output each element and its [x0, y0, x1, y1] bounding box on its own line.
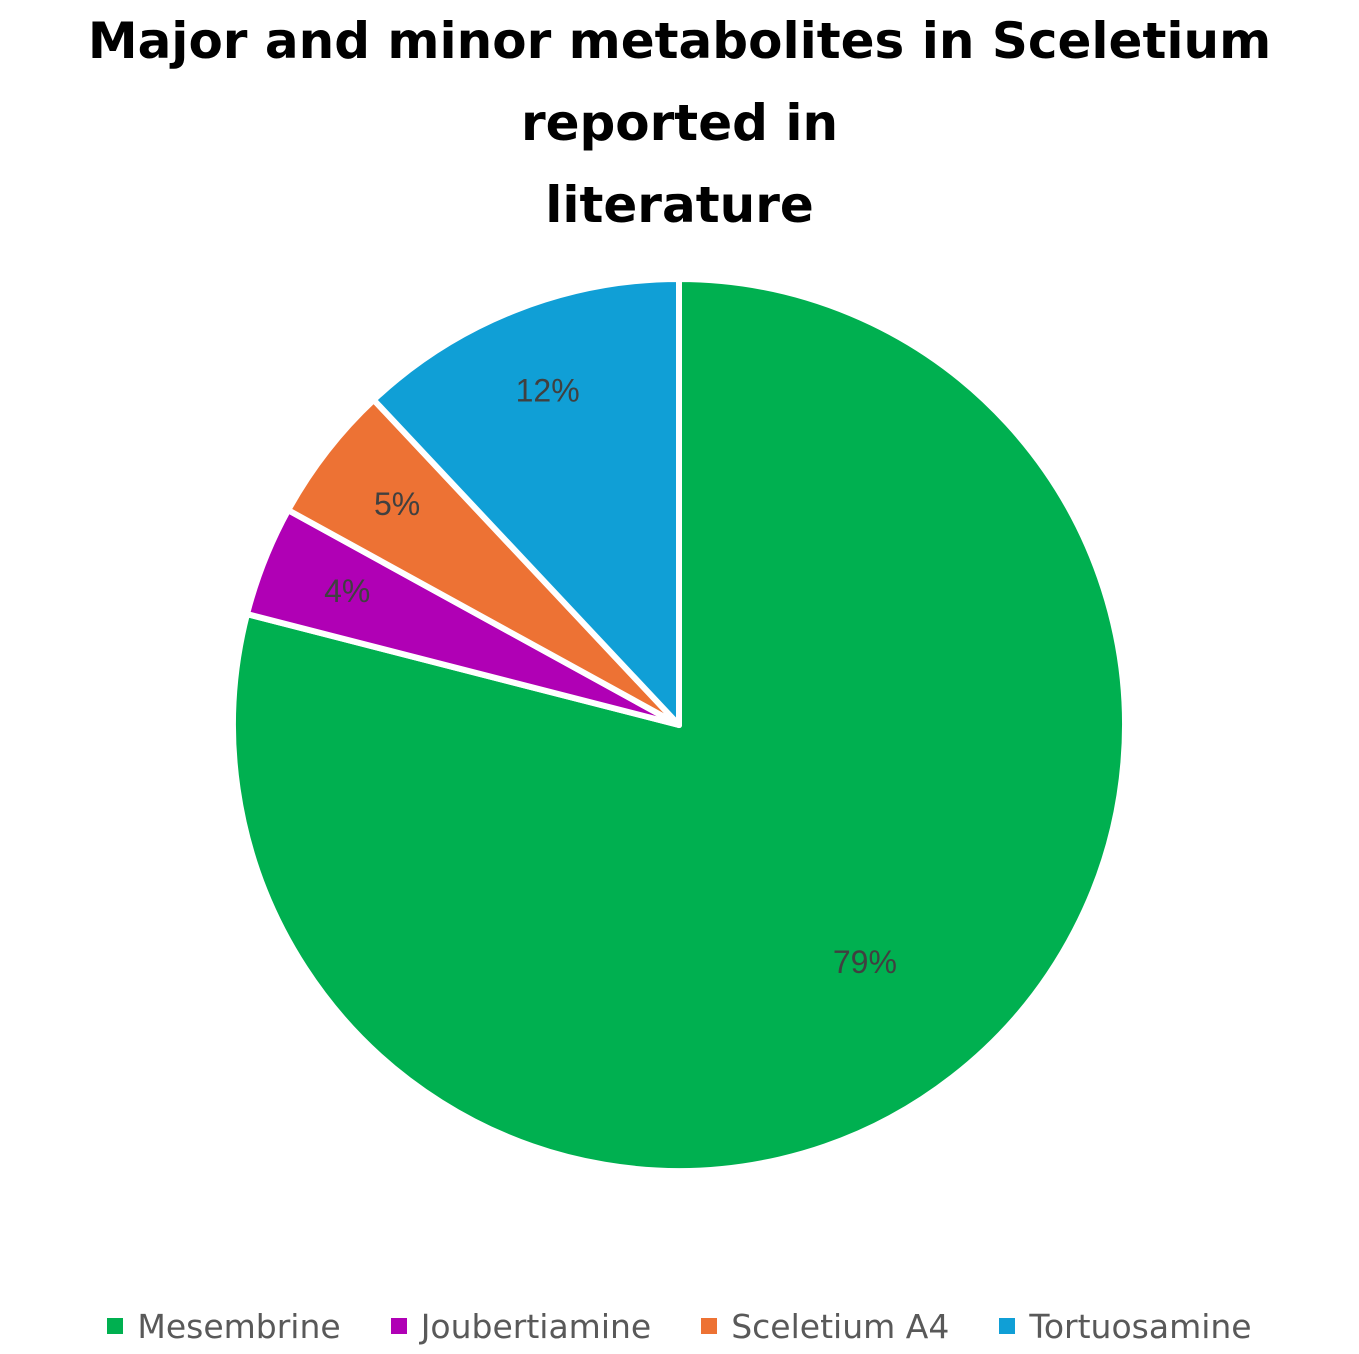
legend-label-mesembrine: Mesembrine [137, 1306, 341, 1346]
data-label-sceletium-a4: 5% [374, 486, 420, 522]
chart-title-line-2: literature [545, 176, 814, 234]
legend-label-tortuosamine: Tortuosamine [1029, 1306, 1252, 1346]
pie-slice-tortuosamine [370, 276, 682, 728]
chart-title: Major and minor metabolites in Sceletium… [0, 0, 1359, 246]
legend-item-sceletium-a4: Sceletium A4 [701, 1307, 949, 1346]
legend-label-joubertiamine: Joubertiamine [420, 1306, 652, 1346]
data-label-tortuosamine: 12% [516, 373, 580, 409]
legend-label-sceletium-a4: Sceletium A4 [731, 1306, 950, 1346]
legend-swatch-mesembrine [107, 1318, 124, 1334]
legend-item-mesembrine: Mesembrine [107, 1306, 341, 1346]
chart-title-line-1: Major and minor metabolites in Sceletium… [87, 12, 1272, 152]
legend-item-tortuosamine: Tortuosamine [999, 1306, 1252, 1346]
legend-swatch-sceletium-a4 [701, 1318, 718, 1334]
data-label-mesembrine: 79% [833, 944, 897, 980]
legend: Mesembrine Joubertiamine Sceletium A4 To… [0, 1306, 1359, 1346]
pie-data-labels: 79% 4% 5% 12% [324, 373, 897, 980]
legend-swatch-tortuosamine [999, 1318, 1016, 1334]
pie-slices [230, 276, 1128, 1174]
legend-swatch-joubertiamine [390, 1318, 407, 1334]
data-label-joubertiamine: 4% [324, 573, 370, 609]
legend-item-joubertiamine: Joubertiamine [390, 1306, 652, 1346]
